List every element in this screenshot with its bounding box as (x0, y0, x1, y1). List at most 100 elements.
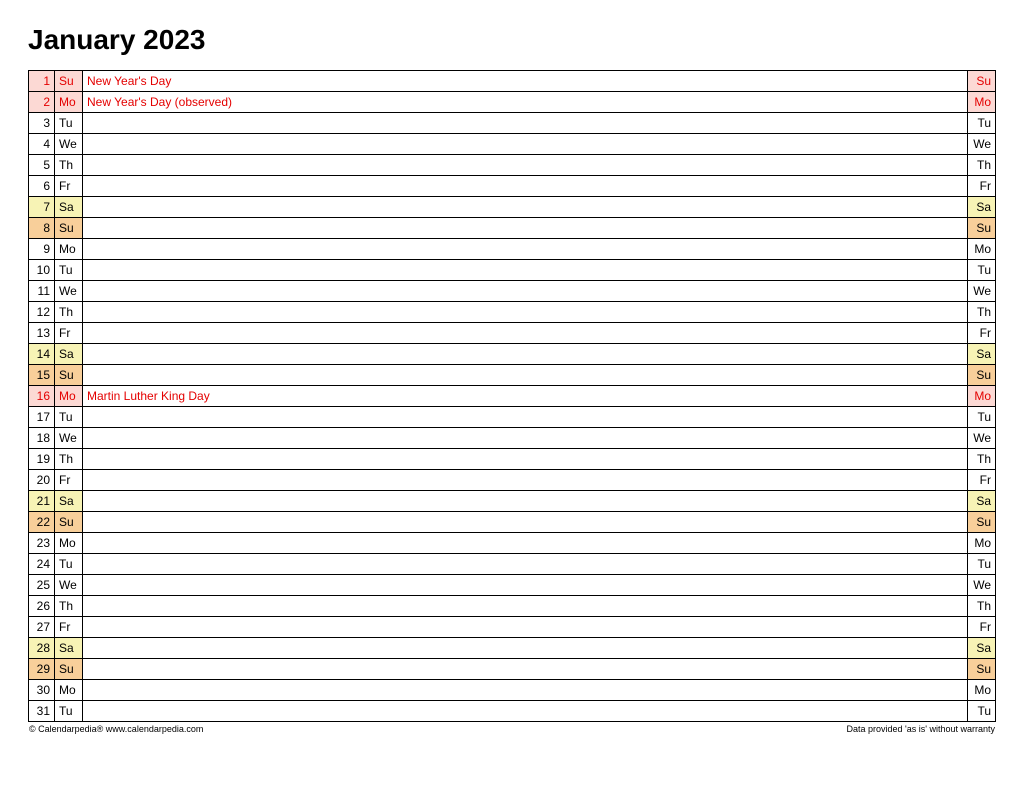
table-row: 10TuTu (29, 260, 996, 281)
day-of-week-right: Mo (968, 680, 996, 701)
day-event (83, 281, 968, 302)
day-of-week-right: Th (968, 155, 996, 176)
day-of-week-right: Su (968, 512, 996, 533)
day-of-week-left: Tu (55, 407, 83, 428)
day-number: 20 (29, 470, 55, 491)
table-row: 30MoMo (29, 680, 996, 701)
day-of-week-left: Sa (55, 491, 83, 512)
day-number: 18 (29, 428, 55, 449)
day-of-week-right: Fr (968, 176, 996, 197)
day-number: 26 (29, 596, 55, 617)
day-event (83, 344, 968, 365)
table-row: 26ThTh (29, 596, 996, 617)
day-event (83, 575, 968, 596)
day-of-week-left: Mo (55, 680, 83, 701)
day-number: 2 (29, 92, 55, 113)
day-of-week-right: Fr (968, 470, 996, 491)
day-number: 11 (29, 281, 55, 302)
day-event (83, 470, 968, 491)
day-event (83, 596, 968, 617)
table-row: 7SaSa (29, 197, 996, 218)
day-of-week-left: Mo (55, 533, 83, 554)
day-of-week-left: We (55, 134, 83, 155)
day-number: 25 (29, 575, 55, 596)
day-event (83, 113, 968, 134)
day-number: 29 (29, 659, 55, 680)
day-number: 17 (29, 407, 55, 428)
day-number: 22 (29, 512, 55, 533)
table-row: 6FrFr (29, 176, 996, 197)
table-row: 3TuTu (29, 113, 996, 134)
day-of-week-left: Sa (55, 638, 83, 659)
day-number: 16 (29, 386, 55, 407)
day-of-week-left: Tu (55, 554, 83, 575)
day-of-week-left: Mo (55, 92, 83, 113)
day-event (83, 680, 968, 701)
day-of-week-left: Su (55, 71, 83, 92)
table-row: 14SaSa (29, 344, 996, 365)
day-of-week-right: Tu (968, 554, 996, 575)
day-of-week-right: Tu (968, 113, 996, 134)
table-row: 8SuSu (29, 218, 996, 239)
table-row: 19ThTh (29, 449, 996, 470)
day-number: 14 (29, 344, 55, 365)
day-event (83, 260, 968, 281)
day-number: 8 (29, 218, 55, 239)
day-of-week-right: Tu (968, 407, 996, 428)
table-row: 31TuTu (29, 701, 996, 722)
day-number: 1 (29, 71, 55, 92)
day-of-week-right: We (968, 281, 996, 302)
day-of-week-left: Fr (55, 617, 83, 638)
day-of-week-left: Th (55, 449, 83, 470)
day-of-week-right: We (968, 428, 996, 449)
day-number: 31 (29, 701, 55, 722)
day-number: 28 (29, 638, 55, 659)
day-number: 12 (29, 302, 55, 323)
day-number: 13 (29, 323, 55, 344)
day-of-week-right: Sa (968, 197, 996, 218)
day-event (83, 197, 968, 218)
day-event (83, 428, 968, 449)
table-row: 2MoNew Year's Day (observed)Mo (29, 92, 996, 113)
day-event (83, 533, 968, 554)
day-of-week-right: Mo (968, 239, 996, 260)
day-event (83, 407, 968, 428)
day-event (83, 701, 968, 722)
table-row: 25WeWe (29, 575, 996, 596)
month-title: January 2023 (28, 24, 996, 56)
day-event (83, 449, 968, 470)
day-of-week-left: We (55, 281, 83, 302)
day-of-week-left: Sa (55, 344, 83, 365)
day-event (83, 239, 968, 260)
day-event (83, 176, 968, 197)
day-of-week-right: We (968, 575, 996, 596)
day-event (83, 512, 968, 533)
day-of-week-right: Tu (968, 701, 996, 722)
day-of-week-right: Sa (968, 491, 996, 512)
day-of-week-right: Th (968, 596, 996, 617)
day-number: 4 (29, 134, 55, 155)
day-of-week-right: Th (968, 449, 996, 470)
day-of-week-left: Tu (55, 113, 83, 134)
day-of-week-left: Su (55, 365, 83, 386)
day-of-week-left: Fr (55, 176, 83, 197)
day-of-week-left: Su (55, 659, 83, 680)
day-event (83, 155, 968, 176)
day-of-week-right: We (968, 134, 996, 155)
day-event (83, 659, 968, 680)
day-number: 15 (29, 365, 55, 386)
day-number: 5 (29, 155, 55, 176)
day-of-week-left: Mo (55, 239, 83, 260)
day-of-week-right: Mo (968, 92, 996, 113)
footer: © Calendarpedia® www.calendarpedia.com D… (28, 724, 996, 734)
day-of-week-right: Mo (968, 533, 996, 554)
day-number: 27 (29, 617, 55, 638)
day-of-week-left: We (55, 575, 83, 596)
day-event (83, 554, 968, 575)
day-number: 10 (29, 260, 55, 281)
day-event: New Year's Day (observed) (83, 92, 968, 113)
day-event (83, 134, 968, 155)
day-of-week-right: Sa (968, 344, 996, 365)
table-row: 15SuSu (29, 365, 996, 386)
day-event (83, 302, 968, 323)
